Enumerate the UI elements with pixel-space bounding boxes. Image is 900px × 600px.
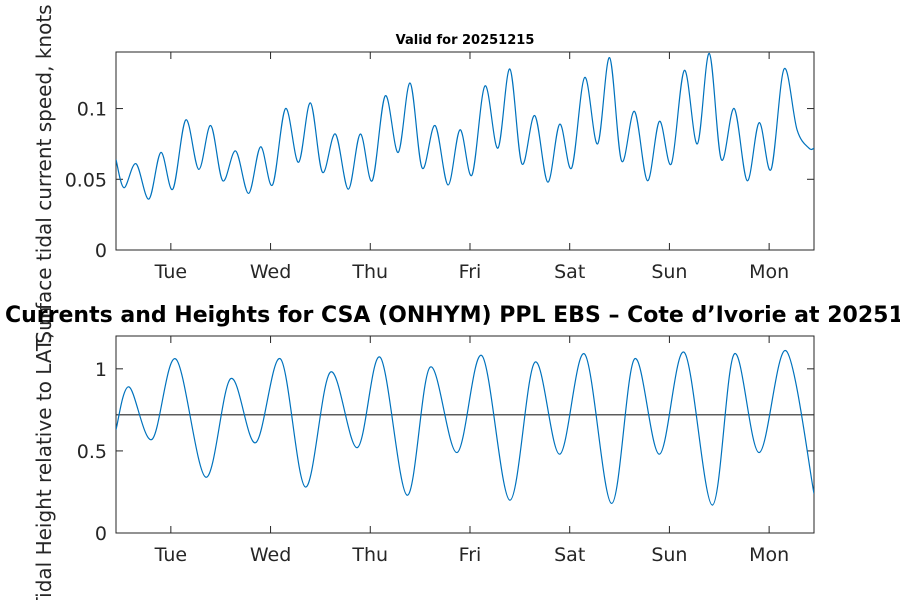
current-speed-y-tick-label: 0.05 [65,169,107,191]
current-speed-x-tick-label: Wed [250,261,291,283]
current-speed-x-tick-label: Sat [554,261,585,283]
tidal-height-y-tick-label: 1 [95,359,107,381]
tidal-height-x-tick-label: Tue [154,544,187,566]
tidal-height-y-ticks: 00.51 [77,359,814,545]
current-speed-x-tick-label: Tue [154,261,187,283]
current-speed-x-ticks: Tue Wed Thu Fri Sat Sun Mon [154,52,789,283]
current-speed-x-tick-label: Sun [651,261,687,283]
current-speed-y-tick-label: 0.1 [77,99,107,121]
current-speed-y-axis-label: Surface tidal current speed, knots [32,4,56,343]
main-title: Currents and Heights for CSA (ONHYM) PPL… [5,303,900,328]
current-speed-panel: Valid for 20251215 0 0.05 0.1 Tue Wed Thu Fri… [32,4,815,344]
tidal-height-x-tick-label: Sat [554,544,585,566]
tidal-height-plot-area [115,335,815,534]
tidal-height-x-tick-label: Fri [459,544,482,566]
tidal-height-y-axis-label: Tidal Height relative to LAT, m [32,307,56,600]
tidal-height-panel: 00.51 Tue Wed Thu Fri Sat Sun Mon Tidal Height… [32,307,815,600]
tidal-height-series-line [116,350,814,506]
tidal-height-x-tick-label: Mon [749,544,789,566]
current-speed-y-tick-label: 0 [95,240,107,262]
current-speed-y-ticks: 0 0.05 0.1 [65,99,814,262]
tidal-height-x-tick-label: Sun [651,544,687,566]
tidal-height-x-tick-label: Thu [351,544,388,566]
current-speed-series-line [116,52,814,200]
current-speed-x-tick-label: Mon [749,261,789,283]
current-speed-x-tick-label: Fri [459,261,482,283]
tidal-height-x-tick-label: Wed [250,544,291,566]
tidal-height-y-tick-label: 0 [95,523,107,545]
tidal-height-y-tick-label: 0.5 [77,441,107,463]
tidal-height-x-ticks: Tue Wed Thu Fri Sat Sun Mon [154,336,789,566]
current-speed-x-tick-label: Thu [351,261,388,283]
current-speed-title: Valid for 20251215 [396,33,535,48]
